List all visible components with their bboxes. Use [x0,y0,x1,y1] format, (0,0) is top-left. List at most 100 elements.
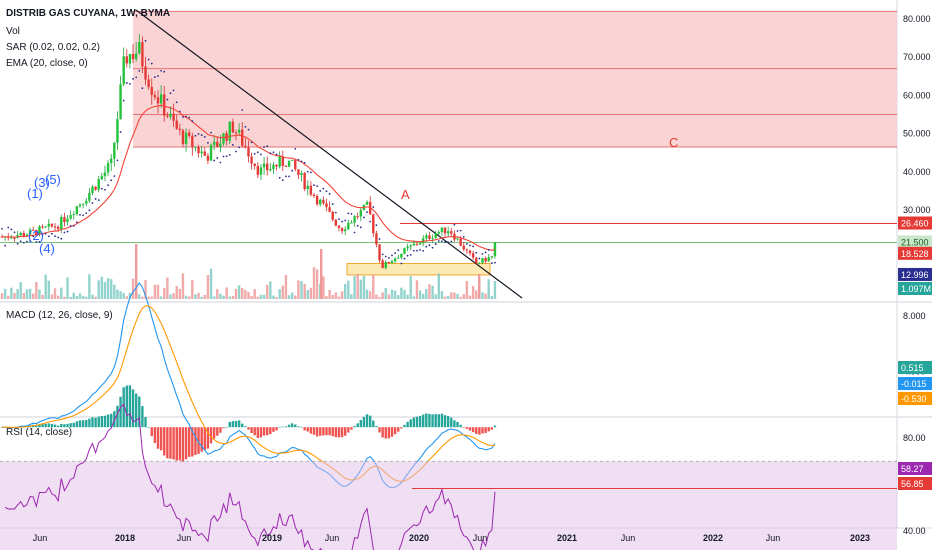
signal-line [1,305,496,482]
sar-dot [219,161,222,164]
macd-signal-badge: -0.015 [901,379,927,389]
macd-hist-bar [462,427,465,428]
sar-dot [447,241,450,244]
volume-bar [113,284,116,299]
macd-hist-bar [116,405,119,428]
sar-dot [44,232,47,235]
macd-hist-bar [110,413,113,428]
candle [272,162,275,174]
candle [103,165,107,182]
candle-body [181,130,185,144]
candle-body [44,226,47,228]
sar-dot [4,244,7,247]
sar-dot [60,237,63,240]
candle-body [19,232,22,236]
macd-hist-bar [287,424,291,428]
sar-dot [57,236,60,239]
candle-body [209,144,213,161]
candle [125,49,128,68]
candle [284,164,288,167]
volume-bar [78,293,82,299]
volume-bar [459,296,462,299]
macd-hist-bar [487,427,490,432]
sar-dot [1,227,3,230]
candle-body [103,172,107,177]
price-tick-label: 70.000 [903,52,931,62]
candle-body [10,237,13,239]
volume-bar [275,296,278,299]
candle-body [397,257,400,259]
time-tick-label: 2023 [850,533,870,543]
candle-body [415,243,419,245]
volume-bar [63,296,66,299]
candle-body [110,158,113,164]
candle [278,151,281,169]
candle [159,85,163,109]
sar-dot [235,150,237,153]
candle-body [75,206,79,215]
sar-dot [169,92,172,95]
candle-body [172,113,175,121]
volume-bar [450,292,453,299]
candle [287,160,291,167]
volume-bar [481,292,484,299]
candle-body [81,203,85,205]
candle [203,147,206,156]
macd-hist-bar [35,425,38,428]
sar-dot [250,141,253,144]
sar-dot [228,153,231,156]
sar-dot [319,190,322,192]
wave-3-label: (3) [34,175,50,190]
candle-body [25,234,29,237]
sar-dot [160,69,163,72]
candle [465,248,469,255]
candle-body [35,230,38,235]
macd-hist-bar [465,427,469,430]
candle-body [390,261,394,264]
sar-dot [197,133,200,135]
symbol-legend: DISTRIB GAS CUYANA, 1W, BYMA [6,8,171,19]
volume-bar [144,280,147,299]
rsi-tick-label: 40.00 [903,526,926,536]
candle [128,53,132,69]
candle-body [234,132,238,134]
sar-dot [469,244,471,247]
macd-hist-bar [138,396,141,428]
volume-bar [0,293,4,299]
resistance-badge: 26.460 [901,219,929,229]
sar-dot [394,252,397,255]
volume-bar [375,294,378,299]
candle [66,215,69,226]
macd-hist-bar [241,423,244,428]
candle [110,154,113,172]
candle-body [144,66,147,80]
candle [262,157,266,175]
sar-dot [450,240,453,243]
candle [106,159,110,177]
sar-dot [88,209,91,212]
time-tick-label: Jun [33,533,48,543]
candle [372,213,375,238]
volume-bar [138,294,141,299]
candle-body [247,147,250,157]
candle [275,164,278,171]
ema-badge: 18.528 [901,249,929,259]
macd-tick-label: 8.000 [903,311,926,321]
ema-badge-bg [898,246,932,260]
candle-body [393,258,397,262]
volume-bar [203,294,206,299]
macd-hist-bar [194,427,197,455]
sar-dot [138,69,141,72]
volume-bar [256,296,260,299]
candle [409,244,412,251]
volume-bar [422,293,425,299]
sar-dot [406,254,409,257]
sar-dot [225,155,228,158]
sar-dot [29,240,31,242]
sar-dot [200,134,203,136]
candle-body [197,146,200,154]
volume-bar [200,296,203,299]
candle-body [113,142,116,159]
